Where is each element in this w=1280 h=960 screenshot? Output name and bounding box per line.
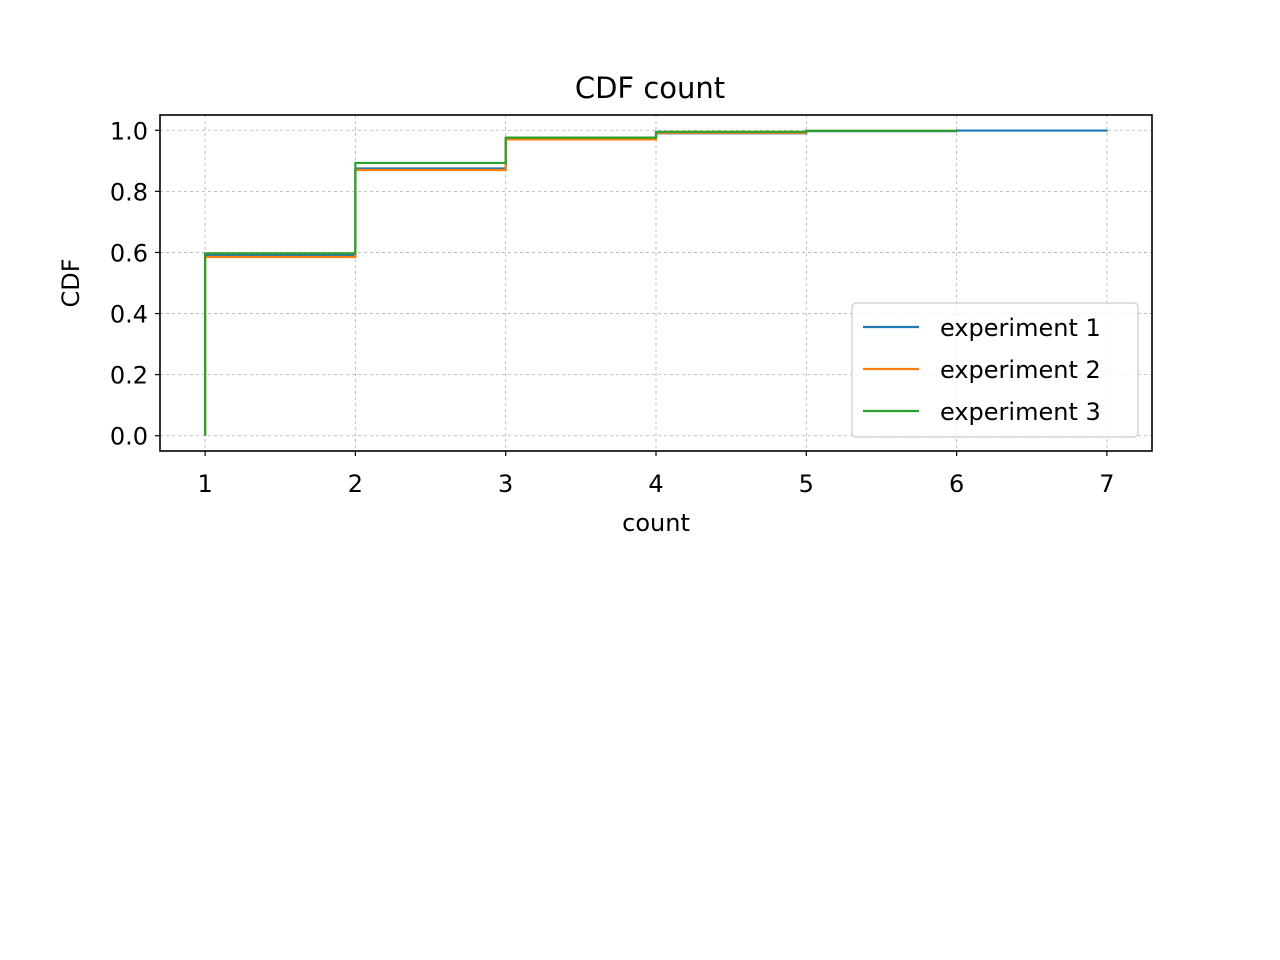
y-tick-label: 1.0	[110, 117, 148, 145]
x-tick-label: 3	[498, 470, 513, 498]
y-tick-label: 0.0	[110, 423, 148, 451]
x-tick-label: 7	[1099, 470, 1114, 498]
y-tick-label: 0.4	[110, 301, 148, 329]
legend-label-3: experiment 3	[940, 398, 1101, 426]
y-tick-label: 0.6	[110, 239, 148, 267]
y-axis-label: CDF	[57, 258, 85, 307]
series-line-3	[203, 129, 958, 436]
x-axis-ticks: 1 2 3 4 5 6 7	[197, 451, 1115, 498]
chart-title: CDF count	[575, 71, 725, 105]
x-tick-label: 6	[949, 470, 964, 498]
series-layer	[203, 129, 1109, 436]
legend-label-2: experiment 2	[940, 356, 1101, 384]
legend: experiment 1 experiment 2 experiment 3	[851, 302, 1139, 438]
y-tick-label: 0.2	[110, 362, 148, 390]
x-tick-label: 1	[197, 470, 212, 498]
y-axis-ticks: 0.0 0.2 0.4 0.6 0.8 1.0	[110, 117, 160, 451]
legend-box	[851, 302, 1139, 438]
y-tick-label: 0.8	[110, 178, 148, 206]
x-tick-label: 2	[348, 470, 363, 498]
x-tick-label: 4	[648, 470, 663, 498]
x-tick-label: 5	[799, 470, 814, 498]
legend-label-1: experiment 1	[940, 314, 1101, 342]
x-axis-label: count	[622, 509, 690, 537]
